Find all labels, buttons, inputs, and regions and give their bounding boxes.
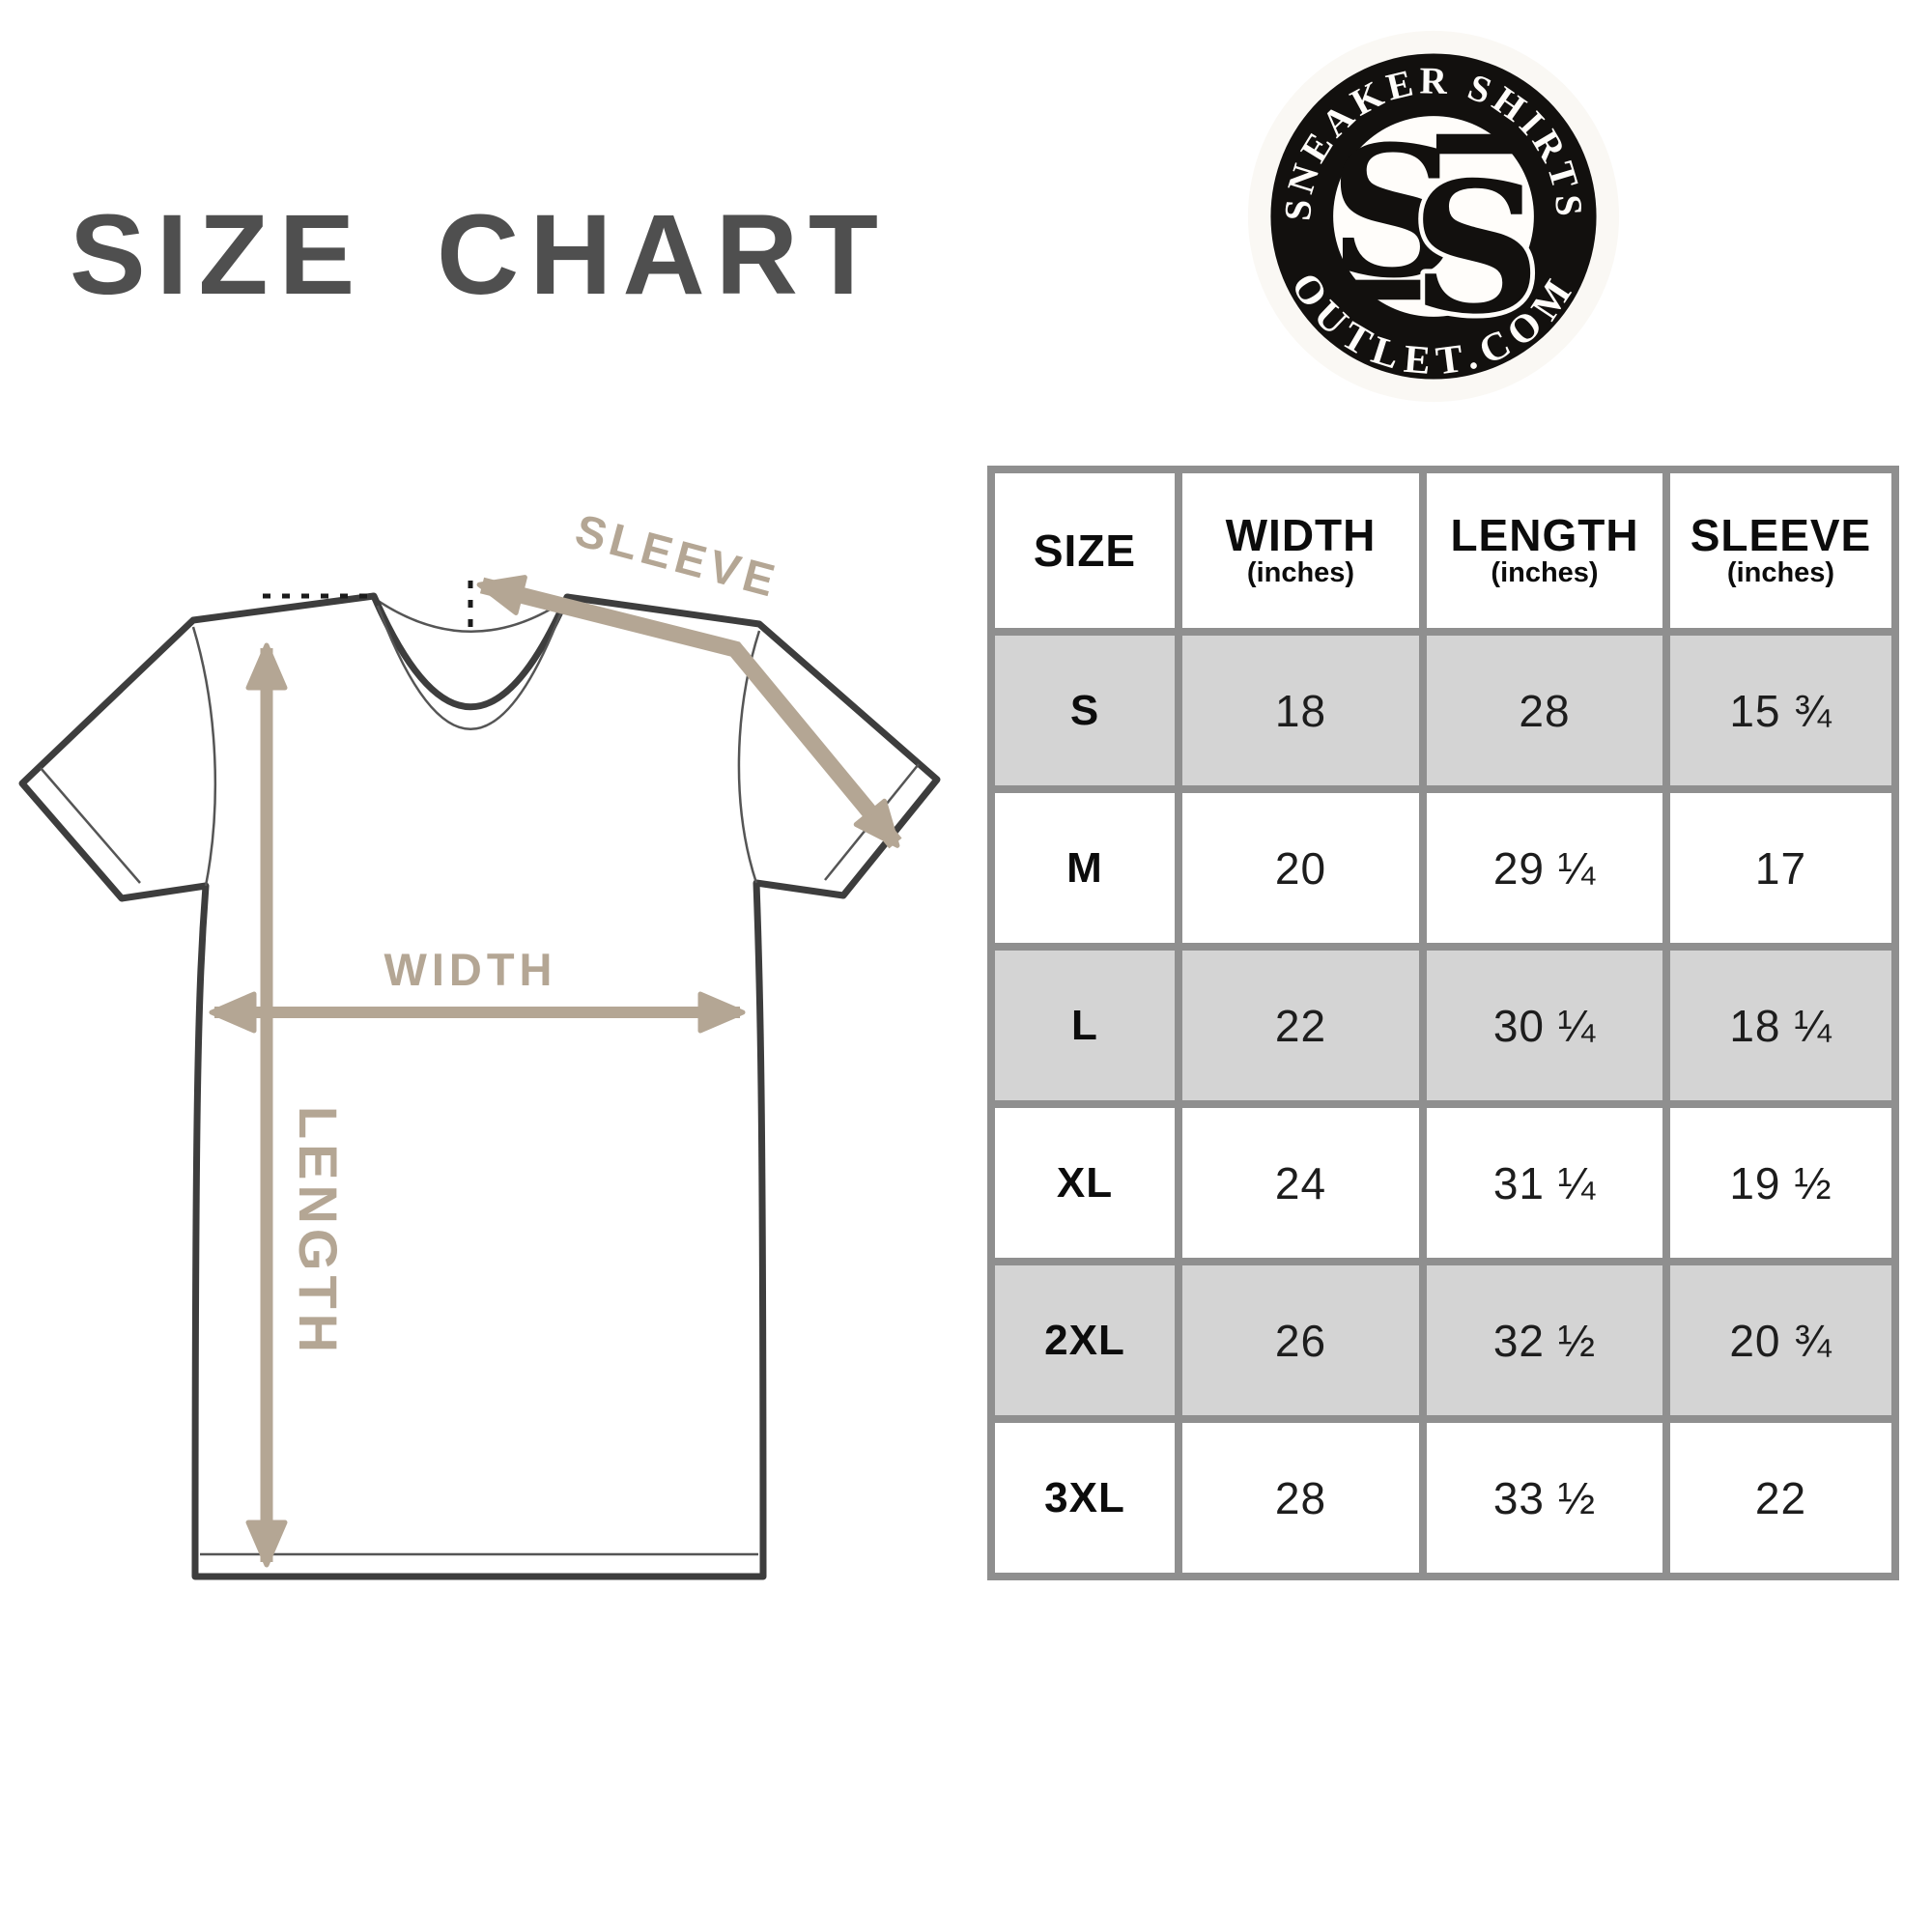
tshirt-outline [18,592,941,1580]
size-table-section: SIZE WIDTH (inches) LENGTH (inches) SLEE… [987,466,1899,1580]
width-value: 26 [1175,1258,1427,1423]
monogram-letter-s2: S [1411,142,1541,354]
logo-monogram-icon: S S [1329,106,1547,358]
brand-logo: SNEAKER SHIRTS OUTLET.COM S S [1244,27,1623,406]
length-value: 32 ½ [1419,1258,1670,1423]
size-label: 2XL [987,1258,1182,1423]
monogram-top-bar [1435,133,1524,155]
sleeve-value: 19 ½ [1662,1100,1899,1265]
width-value: 24 [1175,1100,1427,1265]
sleeve-value: 15 ¾ [1662,628,1899,793]
monogram-bottom-bar [1335,279,1423,300]
col-header-size: SIZE [987,466,1182,636]
width-value: 20 [1175,785,1427,951]
length-value: 31 ¼ [1419,1100,1670,1265]
sleeve-arrow [476,575,902,849]
width-value: 28 [1175,1415,1427,1580]
left-sleeve-seam [191,626,217,887]
monogram-letter-s1: S [1329,106,1459,318]
length-value: 29 ¼ [1419,785,1670,951]
width-value: 18 [1175,628,1427,793]
size-label: M [987,785,1182,951]
width-value: 22 [1175,943,1427,1108]
col-header-length: LENGTH (inches) [1419,466,1670,636]
page-title: SIZE CHART [70,191,889,319]
brand-logo-badge-icon: SNEAKER SHIRTS OUTLET.COM S S [1247,30,1620,403]
length-label: LENGTH [288,1106,349,1357]
sleeve-value: 18 ¼ [1662,943,1899,1108]
col-header-sleeve: SLEEVE (inches) [1662,466,1899,636]
col-header-width: WIDTH (inches) [1175,466,1427,636]
size-label: L [987,943,1182,1108]
sleeve-value: 20 ¾ [1662,1258,1899,1423]
length-value: 28 [1419,628,1670,793]
table-row-m: M 20 29 ¼ 17 [987,785,1899,951]
left-cuff-line [40,767,141,884]
size-label: XL [987,1100,1182,1265]
size-label: 3XL [987,1415,1182,1580]
header-row: SIZE WIDTH (inches) LENGTH (inches) SLEE… [987,466,1899,636]
table-row-l: L 22 30 ¼ 18 ¼ [987,943,1899,1108]
sleeve-label: SLEEVE [570,504,784,608]
tshirt-measurement-diagram: WIDTH LENGTH SLEEVE [14,504,952,1599]
sleeve-value: 22 [1662,1415,1899,1580]
table-row-3xl: 3XL 28 33 ½ 22 [987,1415,1899,1580]
table-row-s: S 18 28 15 ¾ [987,628,1899,793]
width-label: WIDTH [384,944,556,995]
size-label: S [987,628,1182,793]
length-value: 30 ¼ [1419,943,1670,1108]
table-row-xl: XL 24 31 ¼ 19 ½ [987,1100,1899,1265]
size-table: SIZE WIDTH (inches) LENGTH (inches) SLEE… [987,466,1899,1580]
table-row-2xl: 2XL 26 32 ½ 20 ¾ [987,1258,1899,1423]
logo-inner-disc [1333,116,1534,317]
tshirt-diagram-icon: WIDTH LENGTH SLEEVE [18,504,941,1580]
sleeve-value: 17 [1662,785,1899,951]
length-value: 33 ½ [1419,1415,1670,1580]
